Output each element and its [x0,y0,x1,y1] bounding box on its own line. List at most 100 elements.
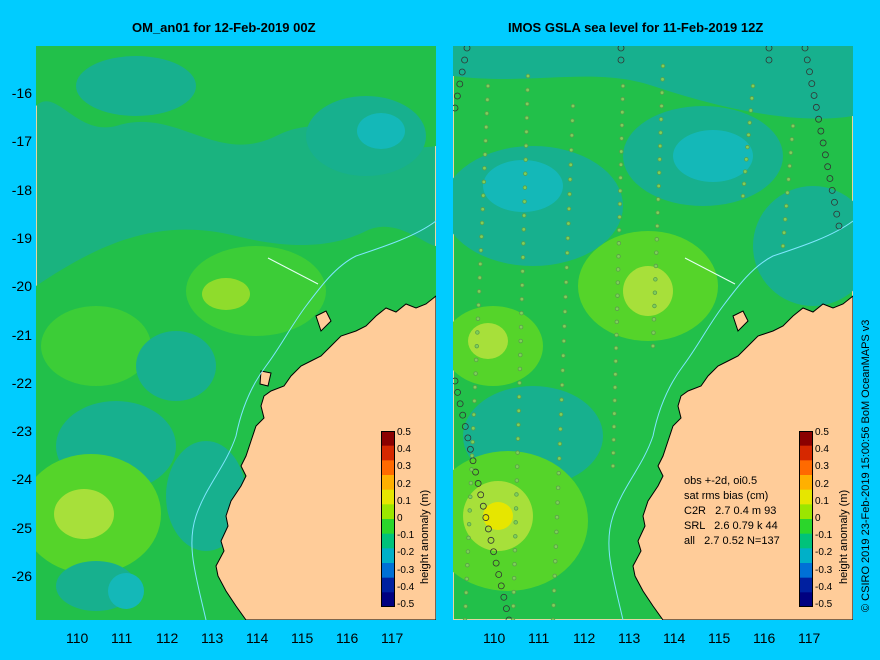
colorbar-tick-label: 0.4 [815,444,829,456]
observation-marker [740,193,746,199]
observation-marker [657,157,662,162]
longitude-tick: 115 [708,630,731,646]
colorbar-segment [381,504,395,520]
observation-marker [484,124,489,130]
observation-marker [617,46,625,52]
observation-marker [469,453,475,458]
observation-marker [456,400,464,408]
colorbar-tick-label: 0.5 [815,427,829,438]
observation-marker [616,241,622,246]
observation-marker [659,90,665,95]
colorbar-segment [799,445,813,461]
observation-marker [516,422,521,427]
observation-marker [517,366,523,372]
observation-marker [564,265,569,270]
observation-marker [463,590,469,595]
observation-marker [503,605,510,613]
observation-marker [521,213,527,218]
observation-marker [656,183,661,189]
observation-marker [461,56,469,64]
observation-marker [743,169,748,174]
observation-marker [780,243,786,249]
observation-marker [482,514,490,521]
observation-marker [523,143,529,148]
observation-marker [567,177,573,182]
observation-marker [511,603,516,609]
observation-marker [475,330,480,335]
observation-marker [485,97,490,102]
observation-marker [492,559,500,567]
observation-marker [472,385,478,390]
colorbar-segment [799,519,813,535]
observation-marker [511,575,517,581]
right-colorbar-axis-label: height anomaly (m) [838,489,850,584]
colorbar-tick-label: 0.3 [397,461,411,473]
observation-marker [655,223,660,229]
left-map-title: OM_an01 for 12-Feb-2019 00Z [132,20,316,35]
latitude-tick: -23 [11,423,32,440]
observation-marker [520,269,525,274]
longitude-tick: 113 [201,630,224,646]
colorbar-segment [381,592,395,607]
observation-marker [747,120,752,125]
observation-marker [551,603,556,608]
colorbar-segment [381,431,395,447]
observation-marker [617,201,623,207]
observation-marker [522,185,528,190]
observation-marker [463,46,471,52]
observation-marker [565,235,571,241]
colorbar-tick-label: -0.5 [815,599,833,610]
observation-marker [485,83,491,89]
longitude-tick: 115 [291,630,314,646]
colorbar-tick-label: 0.1 [815,495,829,507]
observation-marker [560,368,565,373]
observation-marker [517,380,522,386]
colorbar-border [799,431,813,607]
observation-marker [566,206,572,211]
observation-marker [458,68,466,76]
observation-marker [616,254,621,259]
observation-marker [516,394,522,400]
stats-line-2: sat rms bias (cm) [684,490,769,502]
observation-marker [468,480,474,486]
observation-marker [660,63,666,69]
observation-marker [477,275,482,280]
observation-marker [619,149,624,154]
colorbar-tick-label: -0.4 [397,581,415,593]
colorbar-tick-label: -0.3 [815,564,833,576]
colorbar-segment [799,592,813,607]
observation-marker [466,521,472,527]
observation-stats: obs +-2d, oi0.5 sat rms bias (cm) C2R 2.… [684,474,780,549]
observation-marker [617,214,622,220]
observation-marker [519,310,524,316]
observation-marker [461,423,469,430]
left-shelf-contour [191,220,436,620]
observation-marker [518,324,524,330]
observation-marker [518,352,523,358]
observation-marker [474,343,479,349]
observation-marker [801,46,809,52]
observation-marker [558,426,563,432]
observation-marker [467,445,474,453]
observation-marker [749,96,755,101]
observation-marker [650,343,656,349]
colorbar-segment [381,489,395,505]
colorbar-tick-label: 0 [815,513,821,524]
observation-marker [781,230,787,235]
observation-marker [745,144,750,150]
observation-marker [497,582,505,590]
colorbar-segment [799,577,813,593]
colorbar-segment [381,445,395,461]
observation-marker [478,248,484,253]
observation-marker [790,123,796,129]
observation-marker [789,137,795,142]
observation-marker [462,617,468,620]
latitude-tick: -26 [11,568,32,584]
colorbar-segment [381,563,395,579]
altimeter-track-markers [453,46,843,620]
observation-marker [658,130,663,135]
observation-marker [476,302,481,308]
observation-marker [815,115,823,123]
observation-marker [620,110,625,115]
observation-marker [612,398,617,403]
